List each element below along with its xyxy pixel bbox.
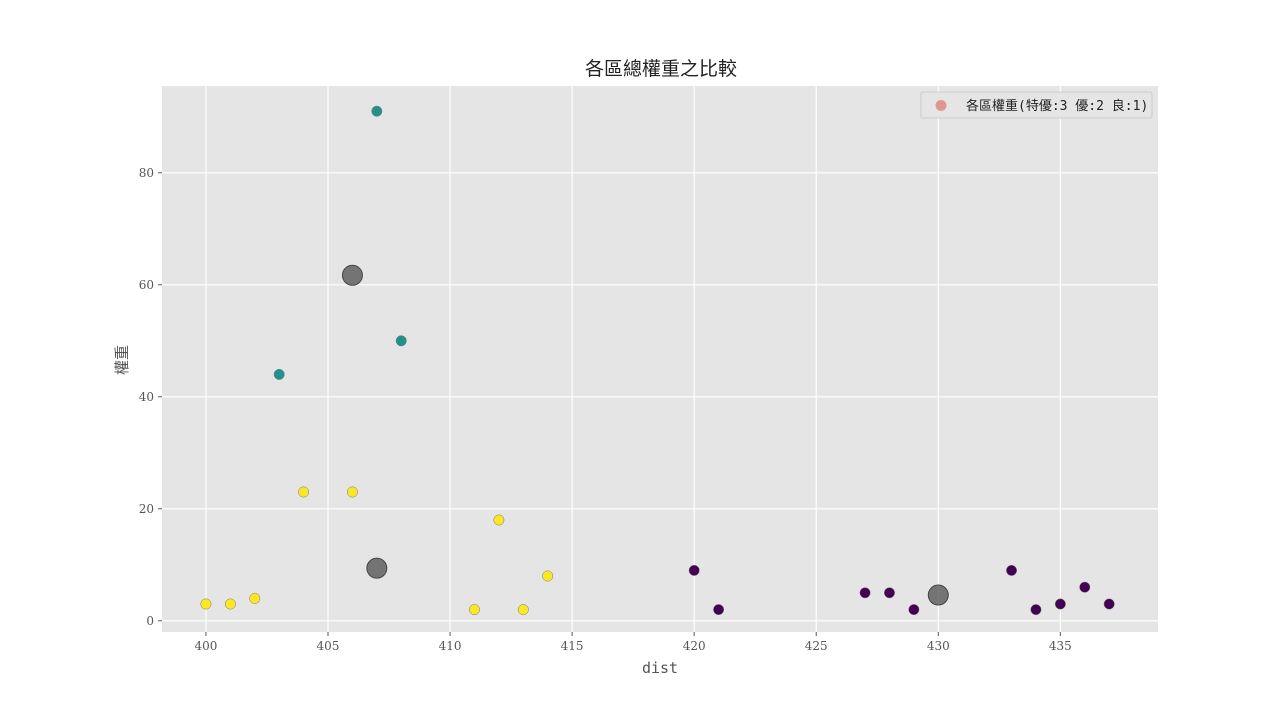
data-point-low	[713, 604, 725, 616]
data-point-high	[273, 368, 285, 380]
y-tick-labels: 0 20 40 60 80	[139, 166, 154, 628]
data-point-mid	[542, 570, 554, 582]
y-tick-label: 60	[139, 278, 154, 292]
x-tick-label: 410	[439, 639, 462, 653]
centroid-point	[366, 557, 388, 579]
x-tick-label: 435	[1049, 639, 1072, 653]
data-point-mid	[200, 598, 212, 610]
y-tick-label: 20	[139, 502, 154, 516]
data-points	[200, 105, 1115, 616]
x-tick-label: 420	[683, 639, 706, 653]
data-point-low	[908, 604, 920, 616]
data-point-high	[371, 105, 383, 117]
y-axis-label: 權重	[113, 345, 131, 375]
x-tick-labels: 400 405 410 415 420 425 430 435	[194, 639, 1071, 653]
data-point-mid	[224, 598, 236, 610]
data-point-low	[1054, 598, 1066, 610]
chart-title: 各區總權重之比較	[585, 58, 737, 80]
data-point-high	[395, 335, 407, 347]
data-point-mid	[469, 604, 480, 616]
data-point-low	[1006, 564, 1017, 576]
x-tick-label: 415	[561, 639, 584, 653]
y-tick-label: 80	[139, 166, 154, 180]
data-point-mid	[298, 486, 310, 498]
data-point-low	[1030, 604, 1042, 616]
legend-marker	[935, 100, 947, 111]
centroid-point	[927, 584, 949, 606]
x-tick-label: 400	[194, 639, 217, 653]
data-point-low	[1103, 598, 1115, 610]
data-point-low	[884, 587, 895, 599]
data-point-low	[688, 564, 700, 576]
x-axis-label: dist	[642, 659, 678, 677]
data-point-mid	[249, 592, 261, 604]
plot-area	[162, 86, 1158, 632]
x-tick-label: 430	[927, 639, 950, 653]
centroid-point	[341, 264, 363, 286]
data-point-mid	[346, 486, 358, 498]
data-point-low	[1079, 581, 1091, 593]
x-tick-label: 405	[317, 639, 340, 653]
y-tick-label: 40	[139, 390, 154, 404]
grid-lines	[158, 86, 1158, 636]
data-point-low	[859, 587, 871, 599]
legend-label: 各區權重(特優:3 優:2 良:1)	[966, 98, 1148, 114]
legend: 各區權重(特優:3 優:2 良:1)	[920, 91, 1153, 119]
y-tick-label: 0	[146, 614, 154, 628]
x-tick-label: 425	[805, 639, 828, 653]
data-point-mid	[517, 604, 529, 616]
legend-box	[920, 91, 1153, 119]
data-point-mid	[493, 514, 505, 526]
